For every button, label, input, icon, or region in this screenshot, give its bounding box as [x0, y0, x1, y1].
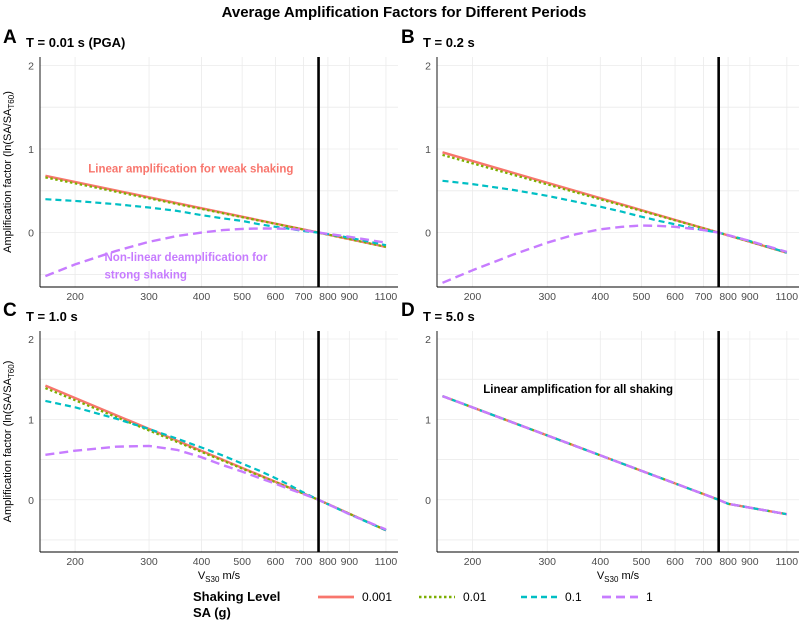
legend: Shaking Level SA (g) 0.001 0.01 0.1 1	[193, 589, 653, 620]
legend-title-line2: SA (g)	[193, 605, 231, 620]
panel-title: T = 0.2 s	[423, 35, 475, 50]
x-tick-label: 700	[295, 556, 313, 568]
x-tick-label: 700	[695, 291, 713, 303]
x-tick-label: 200	[464, 556, 482, 568]
x-tick-label: 800	[719, 291, 737, 303]
panel-a: 200 300 400 500 600 700 800 900 1100 0 1 2A T = 0.01…	[2, 27, 398, 303]
x-tick-label: 600	[267, 291, 285, 303]
x-tick-label: 400	[193, 556, 211, 568]
panel-letter: D	[401, 300, 415, 321]
x-tick-label: 900	[741, 291, 759, 303]
x-tick-label: 300	[538, 556, 556, 568]
x-tick-label: 800	[719, 556, 737, 568]
x-tick-label: 800	[319, 556, 337, 568]
x-tick-label: 1100	[375, 291, 398, 303]
y-tick-label: 1	[28, 144, 34, 156]
series-line-0.01	[442, 395, 787, 516]
y-tick-label: 2	[425, 334, 431, 346]
series-line-1	[442, 224, 788, 284]
panel-b: 200 300 400 500 600 700 800 900 1100 0 1 2B T = 0.2 …	[401, 27, 799, 303]
x-axis-label: VS30 m/s	[597, 570, 640, 584]
panel-title: T = 1.0 s	[26, 309, 78, 324]
panel-letter: B	[401, 27, 415, 48]
series-line-0.1	[45, 198, 387, 247]
panel-title: T = 5.0 s	[423, 309, 475, 324]
x-tick-label: 800	[319, 291, 337, 303]
x-tick-label: 1100	[776, 291, 799, 303]
x-tick-label: 900	[341, 291, 359, 303]
x-tick-label: 200	[66, 556, 84, 568]
annotation: Non-linear deamplification for	[104, 252, 267, 264]
x-tick-label: 300	[538, 291, 556, 303]
legend-label-1: 1	[646, 590, 653, 604]
y-tick-label: 0	[425, 495, 431, 507]
panel-title: T = 0.01 s (PGA)	[26, 35, 125, 50]
y-tick-label: 2	[425, 60, 431, 72]
annotation: strong shaking	[104, 270, 186, 282]
x-tick-label: 600	[267, 556, 285, 568]
annotation: Linear amplification for weak shaking	[88, 163, 293, 175]
x-tick-label: 200	[464, 291, 482, 303]
series-line-0.1	[45, 399, 387, 532]
panel-letter: A	[3, 27, 17, 48]
series-line-0.001	[442, 394, 788, 516]
y-tick-label: 2	[28, 334, 34, 346]
x-tick-label: 400	[592, 291, 610, 303]
x-tick-label: 700	[295, 291, 313, 303]
y-tick-label: 0	[28, 228, 34, 240]
y-tick-label: 1	[28, 414, 34, 426]
panel-d: 200 300 400 500 600 700 800 900 1100 0 1 2 D T = 5.0 …	[401, 300, 799, 584]
x-axis-label: VS30 m/s	[198, 570, 241, 584]
series-line-0.1	[442, 179, 788, 254]
y-tick-label: 1	[425, 414, 431, 426]
series-line-0.001	[442, 151, 788, 254]
x-tick-label: 900	[341, 556, 359, 568]
panel-c: 200 300 400 500 600 700 800 900 1100 0 1 2 C T = 1.0 …	[2, 300, 398, 584]
y-axis-label: Amplification factor (ln(SA/SAT60)	[2, 91, 16, 253]
x-tick-label: 300	[140, 556, 158, 568]
x-tick-label: 200	[66, 291, 84, 303]
x-tick-label: 1100	[776, 556, 799, 568]
y-tick-label: 0	[425, 228, 431, 240]
x-tick-label: 400	[592, 556, 610, 568]
series-line-0.1	[442, 395, 787, 516]
x-tick-label: 1100	[375, 556, 398, 568]
legend-label-0.1: 0.1	[565, 590, 582, 604]
y-axis-label: Amplification factor (ln(SA/SAT60)	[2, 361, 16, 523]
y-tick-label: 1	[425, 144, 431, 156]
x-tick-label: 700	[695, 556, 713, 568]
series-line-1	[45, 444, 387, 531]
x-tick-label: 300	[140, 291, 158, 303]
series-line-1	[44, 227, 387, 278]
x-tick-label: 500	[233, 556, 251, 568]
x-tick-label: 600	[666, 556, 684, 568]
annotation: Linear amplification for all shaking	[483, 384, 673, 396]
legend-label-0.01: 0.01	[463, 590, 487, 604]
x-tick-label: 500	[233, 291, 251, 303]
x-tick-label: 400	[193, 291, 211, 303]
figure-title: Average Amplification Factors for Differ…	[222, 4, 587, 21]
x-tick-label: 500	[633, 291, 651, 303]
legend-label-0.001: 0.001	[362, 590, 392, 604]
x-tick-label: 600	[666, 291, 684, 303]
panel-letter: C	[3, 300, 17, 321]
legend-title-line1: Shaking Level	[193, 589, 280, 604]
y-tick-label: 0	[28, 495, 34, 507]
series-line-1	[442, 394, 788, 516]
x-tick-label: 500	[633, 556, 651, 568]
x-tick-label: 900	[741, 556, 759, 568]
y-tick-label: 2	[28, 60, 34, 72]
